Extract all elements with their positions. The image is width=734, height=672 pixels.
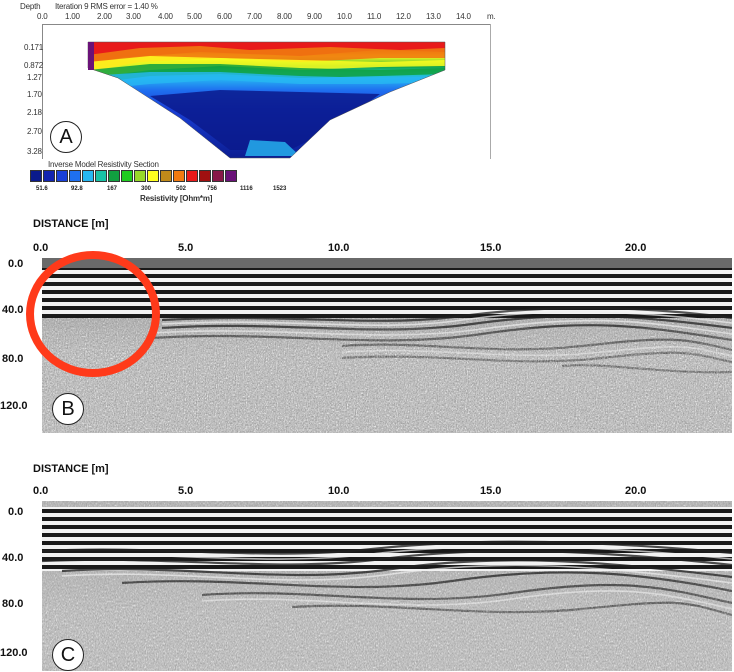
ert-resistivity-section: [87, 41, 446, 159]
ert-x-tick: 11.0: [367, 12, 382, 21]
ert-depth-label: Depth: [20, 2, 41, 11]
gpr-b-y-tick: 0.0: [8, 258, 24, 270]
ert-panel: Depth Iteration 9 RMS error = 1.40 % m. …: [0, 0, 500, 210]
gpr-c-axis-title: DISTANCE [m]: [33, 463, 109, 475]
legend-value: 756: [207, 186, 218, 192]
legend-value: 300: [141, 186, 152, 192]
ert-y-tick: 2.18: [27, 108, 42, 117]
ert-unit-label: m.: [487, 12, 496, 21]
legend-value: 167: [107, 186, 118, 192]
gpr-b-axis-title: DISTANCE [m]: [33, 218, 109, 230]
legend-swatch: [82, 170, 94, 182]
gpr-c-x-tick: 15.0: [480, 485, 502, 497]
ert-x-tick: 4.00: [158, 12, 173, 21]
legend-value: 502: [176, 186, 187, 192]
legend-swatch: [121, 170, 133, 182]
ert-y-tick: 0.872: [24, 61, 44, 70]
gpr-c-x-tick: 10.0: [328, 485, 350, 497]
panel-c-badge: C: [52, 639, 84, 671]
gpr-b-x-tick: 5.0: [178, 242, 194, 254]
gpr-b-x-tick: 20.0: [625, 242, 647, 254]
gpr-c-x-tick: 0.0: [33, 485, 49, 497]
gpr-c-x-tick: 5.0: [178, 485, 194, 497]
gpr-b-y-tick: 80.0: [2, 353, 24, 365]
ert-y-tick: 1.27: [27, 73, 42, 82]
legend-swatch: [95, 170, 107, 182]
gpr-c-y-tick: 0.0: [8, 506, 24, 518]
legend-swatch: [134, 170, 146, 182]
ert-right-axis-line: [490, 24, 491, 159]
legend-swatch: [173, 170, 185, 182]
ert-x-tick: 0.0: [37, 12, 48, 21]
gpr-c-radargram: [42, 501, 732, 671]
gpr-c-y-tick: 120.0: [0, 647, 28, 659]
gpr-panel-b: DISTANCE [m] 0.0 5.0 10.0 15.0 20.0 0.0 …: [0, 210, 734, 435]
ert-x-axis: 0.0 1.00 2.00 3.00 4.00 5.00 6.00 7.00 8…: [0, 12, 500, 24]
ert-x-tick: 6.00: [217, 12, 232, 21]
legend-swatch: [43, 170, 55, 182]
gpr-b-y-tick: 40.0: [2, 304, 24, 316]
ert-top-axis-line: [42, 24, 490, 25]
ert-y-tick: 0.171: [24, 43, 44, 52]
legend-value: 1116: [240, 186, 253, 192]
gpr-b-x-tick: 15.0: [480, 242, 502, 254]
legend-swatch: [30, 170, 42, 182]
gpr-b-y-tick: 120.0: [0, 400, 28, 412]
legend-swatch: [225, 170, 237, 182]
ert-y-tick: 1.70: [27, 90, 42, 99]
legend-swatch: [186, 170, 198, 182]
ert-x-tick: 1.00: [65, 12, 80, 21]
legend-swatch: [56, 170, 68, 182]
ert-x-tick: 8.00: [277, 12, 292, 21]
panel-a-badge: A: [50, 121, 82, 153]
panel-b-badge: B: [52, 393, 84, 425]
ert-legend: [30, 170, 330, 184]
gpr-b-highlight-circle: [26, 251, 160, 377]
legend-swatch: [108, 170, 120, 182]
ert-x-tick: 10.0: [337, 12, 352, 21]
gpr-b-x-tick: 0.0: [33, 242, 49, 254]
ert-left-axis-line: [42, 24, 43, 159]
gpr-c-y-tick: 80.0: [2, 598, 24, 610]
gpr-b-radargram: [42, 258, 732, 433]
gpr-b-x-tick: 10.0: [328, 242, 350, 254]
ert-x-tick: 9.00: [307, 12, 322, 21]
ert-y-tick: 3.28: [27, 147, 42, 156]
ert-x-tick: 13.0: [426, 12, 441, 21]
ert-section-title: Inverse Model Resistivity Section: [48, 160, 159, 169]
legend-swatch: [160, 170, 172, 182]
ert-x-tick: 2.00: [97, 12, 112, 21]
gpr-c-y-tick: 40.0: [2, 552, 24, 564]
legend-value: 51.6: [36, 186, 48, 192]
legend-value: 1523: [273, 186, 287, 192]
legend-value: 92.8: [71, 186, 83, 192]
ert-x-tick: 12.0: [396, 12, 411, 21]
gpr-panel-c: DISTANCE [m] 0.0 5.0 10.0 15.0 20.0 0.0 …: [0, 455, 734, 672]
legend-swatch: [69, 170, 81, 182]
ert-x-tick: 14.0: [456, 12, 471, 21]
ert-x-tick: 3.00: [126, 12, 141, 21]
gpr-c-x-tick: 20.0: [625, 485, 647, 497]
ert-resistivity-label: Resistivity [Ohm*m]: [140, 194, 213, 203]
ert-x-tick: 7.00: [247, 12, 262, 21]
ert-x-tick: 5.00: [187, 12, 202, 21]
ert-y-tick: 2.70: [27, 127, 42, 136]
legend-swatch: [212, 170, 224, 182]
ert-iteration-label: Iteration 9 RMS error = 1.40 %: [55, 2, 158, 11]
legend-swatch: [199, 170, 211, 182]
legend-swatch: [147, 170, 159, 182]
